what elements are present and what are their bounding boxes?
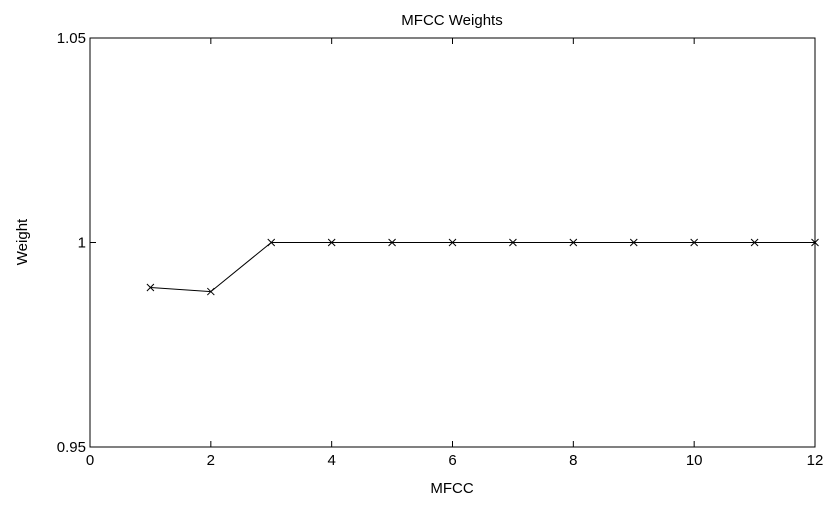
marker-stroke: [327, 238, 336, 247]
x-tick-label: 0: [86, 452, 94, 469]
data-point-marker: [327, 238, 336, 247]
marker-stroke: [690, 238, 699, 247]
marker-stroke: [569, 238, 578, 247]
data-point-marker: [811, 238, 819, 247]
data-point-marker: [509, 238, 517, 247]
marker-stroke: [448, 238, 457, 247]
x-tick-label: 12: [807, 452, 824, 469]
chart-title: MFCC Weights: [401, 12, 502, 29]
data-point-marker: [569, 238, 578, 247]
data-point-marker: [267, 238, 276, 247]
y-axis-label: Weight: [14, 218, 31, 265]
x-tick-label: 6: [448, 452, 456, 469]
marker-stroke: [388, 238, 396, 247]
y-axis: 0.95 1 1.05: [57, 30, 815, 456]
x-tick-label: 4: [327, 452, 335, 469]
data-point-marker: [206, 287, 215, 296]
marker-stroke: [206, 287, 215, 296]
marker-stroke: [750, 238, 759, 247]
marker-stroke: [629, 238, 638, 247]
marker-stroke: [811, 238, 819, 247]
series-layer: [146, 238, 819, 296]
marker-stroke: [146, 283, 155, 292]
marker-stroke: [509, 238, 517, 247]
marker-stroke: [267, 238, 276, 247]
x-axis-label: MFCC: [430, 480, 473, 497]
x-tick-label: 2: [207, 452, 215, 469]
x-tick-label: 10: [686, 452, 703, 469]
data-point-marker: [690, 238, 699, 247]
series-line: [150, 242, 815, 293]
data-point-marker: [146, 283, 155, 292]
y-tick-label: 1.05: [57, 30, 86, 47]
data-point-marker: [388, 238, 396, 247]
data-point-marker: [750, 238, 759, 247]
data-point-marker: [629, 238, 638, 247]
x-axis: 0 2 4 6 8 10 12: [86, 38, 824, 469]
x-tick-label: 8: [569, 452, 577, 469]
data-point-marker: [448, 238, 457, 247]
y-tick-label: 0.95: [57, 439, 86, 456]
y-tick-label: 1: [78, 235, 86, 252]
